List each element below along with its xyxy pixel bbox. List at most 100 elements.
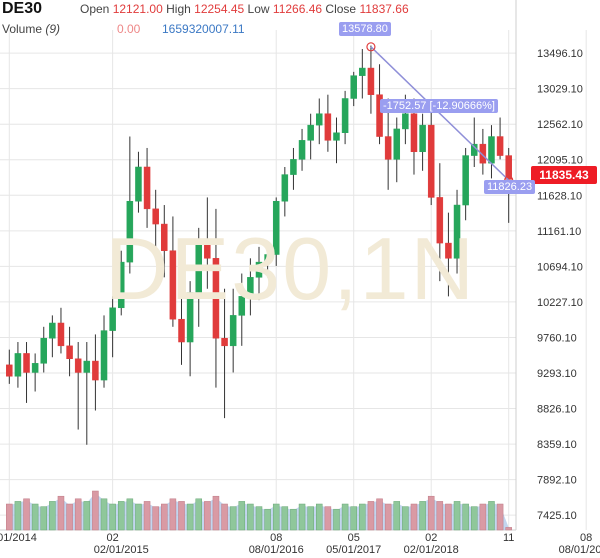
- candle-body: [341, 98, 349, 133]
- volume-bar: [66, 503, 73, 531]
- volume-bar: [221, 503, 228, 531]
- x-tick-label: 08/01/2016: [249, 544, 304, 556]
- candle-body: [333, 132, 340, 141]
- volume-bar: [341, 503, 349, 531]
- y-tick-label: 11628.10: [537, 190, 582, 202]
- candle-body: [402, 113, 409, 130]
- volume-bar: [40, 506, 48, 531]
- x-tick-label: 05/01/2017: [326, 544, 381, 556]
- close-label: Close: [325, 2, 357, 16]
- y-axis: 13496.10 13029.10 12562.10 12095.10 11628.10…: [537, 48, 583, 522]
- candle-body: [6, 364, 13, 377]
- volume-bar: [109, 503, 116, 531]
- candle-body: [247, 277, 254, 297]
- volume-ma-value: 1659320007.11: [162, 22, 245, 36]
- volume-bar: [255, 506, 263, 531]
- volume-period: (9): [45, 22, 61, 36]
- volume-bar: [92, 490, 99, 531]
- volume-bar: [402, 506, 409, 531]
- candle-body: [57, 322, 65, 347]
- volume-bar: [74, 498, 82, 531]
- volume-bar: [238, 501, 246, 531]
- candle-body: [290, 159, 297, 175]
- close-value: 11837.66: [359, 2, 409, 16]
- y-tick-label: 7892.10: [537, 475, 577, 487]
- volume-bar: [427, 495, 435, 531]
- candle-body: [83, 360, 91, 373]
- candle-body: [393, 128, 401, 160]
- candle-body: [496, 136, 504, 156]
- low-label: Low: [247, 2, 270, 16]
- y-tick-label: 13496.10: [537, 48, 583, 60]
- candle-body: [427, 124, 435, 198]
- open-value: 12121.00: [112, 2, 163, 16]
- candle-body: [100, 330, 108, 381]
- x-tick-label: 02: [107, 532, 119, 544]
- ohlc-legend: Open 12121.00 High 12254.45 Low 11266.46…: [80, 2, 409, 16]
- y-tick-label: 7425.10: [537, 510, 577, 522]
- volume-bar: [117, 501, 125, 531]
- candle-body: [367, 67, 375, 95]
- candle-body: [316, 113, 323, 126]
- candle-body: [212, 258, 220, 339]
- candle-body: [186, 292, 194, 343]
- candle-body: [238, 296, 246, 316]
- last-price-badge: 11835.43: [531, 166, 597, 184]
- candle-body: [462, 155, 469, 206]
- candle-body: [221, 337, 228, 347]
- x-tick-label: 01/01/2014: [0, 532, 37, 544]
- candle-body: [376, 94, 383, 137]
- candle-body: [298, 140, 306, 160]
- volume-bar: [496, 503, 504, 531]
- volume-bar: [462, 503, 469, 531]
- volume-bar: [419, 501, 426, 531]
- x-tick-label: 08: [270, 532, 282, 544]
- volume-bar: [204, 501, 211, 531]
- measure-tool[interactable]: [366, 42, 514, 185]
- volume-bar: [186, 503, 194, 531]
- y-tick-label: 8359.10: [537, 439, 577, 451]
- volume-bar: [212, 495, 220, 531]
- volume-bar: [57, 495, 65, 531]
- volume-bar: [83, 501, 91, 531]
- candle-body: [143, 166, 151, 210]
- y-tick-label: 10694.10: [537, 261, 583, 273]
- candle-body: [66, 345, 73, 360]
- x-tick-label: 02/01/2015: [94, 544, 149, 556]
- volume-bar: [307, 506, 314, 531]
- volume-bar: [31, 503, 39, 531]
- candle-body: [31, 363, 39, 373]
- x-axis: 01/01/20140202/01/20150808/01/20160505/0…: [0, 532, 600, 556]
- candle-body: [126, 200, 134, 263]
- candle-body: [436, 197, 444, 244]
- volume-bar: [49, 501, 56, 531]
- volume-bar: [135, 503, 142, 531]
- volume-bar: [247, 503, 254, 531]
- candle-body: [204, 239, 211, 259]
- y-tick-label: 10227.10: [537, 297, 583, 309]
- volume-bar: [272, 503, 280, 531]
- volume-bar: [229, 506, 237, 531]
- candle-body: [419, 124, 426, 153]
- candle-body: [264, 254, 271, 263]
- candle-body: [453, 204, 461, 259]
- measure-start-handle[interactable]: [366, 42, 376, 52]
- symbol-title: DE30: [2, 0, 43, 17]
- candle-body: [14, 353, 22, 377]
- volume-bar: [445, 503, 452, 531]
- volume-bar: [6, 503, 13, 531]
- candle-body: [92, 360, 99, 381]
- candle-body: [152, 208, 159, 225]
- volume-bar: [100, 498, 108, 531]
- candle-body: [169, 250, 177, 320]
- measure-line[interactable]: [370, 46, 510, 181]
- volume-bar: [178, 501, 185, 531]
- volume-bar: [488, 501, 495, 531]
- candle-body: [488, 136, 495, 164]
- volume-bar: [333, 508, 340, 531]
- volume-bar: [152, 506, 159, 531]
- x-tick-label: 02: [425, 532, 437, 544]
- candle-body: [324, 113, 332, 141]
- candle-body: [350, 75, 357, 99]
